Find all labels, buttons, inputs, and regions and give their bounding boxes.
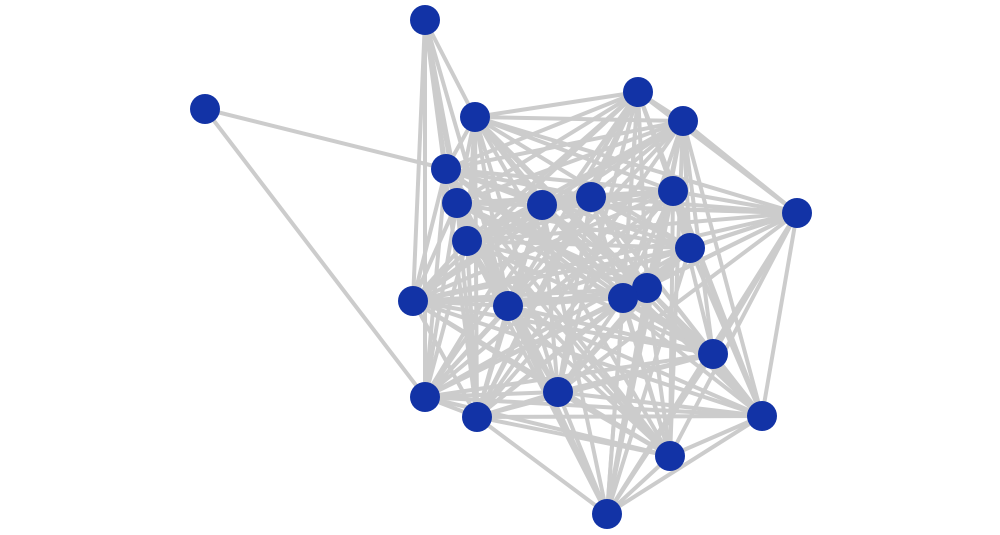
edge	[465, 211, 799, 243]
edge	[475, 415, 609, 516]
node	[543, 377, 573, 407]
edge	[556, 390, 764, 418]
edge	[411, 167, 448, 303]
node	[698, 339, 728, 369]
node	[410, 5, 440, 35]
edge	[444, 167, 692, 250]
edge	[605, 414, 764, 516]
edge	[556, 390, 609, 516]
edge	[423, 352, 715, 399]
edge	[444, 167, 593, 199]
edge	[760, 211, 799, 418]
nodes	[190, 5, 812, 529]
edge	[506, 296, 625, 308]
node	[462, 402, 492, 432]
edge	[465, 239, 692, 250]
edge	[540, 203, 609, 516]
edge	[681, 119, 799, 215]
edge	[475, 415, 672, 458]
node	[190, 94, 220, 124]
edge	[411, 201, 459, 303]
edge	[473, 115, 799, 215]
node	[431, 154, 461, 184]
edge	[411, 211, 799, 303]
node	[782, 198, 812, 228]
node	[747, 401, 777, 431]
edge	[465, 189, 675, 243]
edge	[465, 239, 649, 290]
edge	[473, 90, 640, 119]
edge	[668, 414, 764, 458]
node	[410, 382, 440, 412]
edges	[203, 18, 799, 516]
node	[608, 283, 638, 313]
node	[527, 190, 557, 220]
edge	[444, 90, 640, 171]
node	[658, 176, 688, 206]
edge	[671, 189, 715, 356]
node	[655, 441, 685, 471]
edge	[203, 107, 427, 399]
edge	[621, 296, 715, 356]
edge	[671, 189, 799, 215]
node	[452, 226, 482, 256]
edge	[475, 189, 675, 419]
node	[576, 182, 606, 212]
edge	[423, 395, 764, 418]
edge	[411, 246, 692, 303]
edge	[506, 304, 609, 516]
edge	[506, 304, 672, 458]
edge	[444, 119, 685, 171]
edge	[423, 296, 625, 399]
edge	[589, 195, 799, 215]
edge	[556, 390, 672, 458]
edge	[423, 390, 560, 399]
edge	[605, 352, 715, 516]
node	[493, 291, 523, 321]
node	[675, 233, 705, 263]
edge	[688, 246, 764, 418]
edge	[444, 167, 675, 193]
node	[632, 273, 662, 303]
edge	[473, 115, 675, 193]
node	[398, 286, 428, 316]
edge	[423, 304, 510, 399]
node	[460, 102, 490, 132]
edge	[475, 414, 764, 419]
node	[592, 499, 622, 529]
node	[442, 188, 472, 218]
edge	[465, 195, 593, 243]
edge	[475, 296, 625, 419]
node	[668, 106, 698, 136]
edge	[423, 246, 692, 399]
edge	[473, 115, 685, 123]
edge	[203, 107, 448, 171]
edge	[506, 246, 692, 308]
node	[623, 77, 653, 107]
edge	[423, 18, 477, 119]
